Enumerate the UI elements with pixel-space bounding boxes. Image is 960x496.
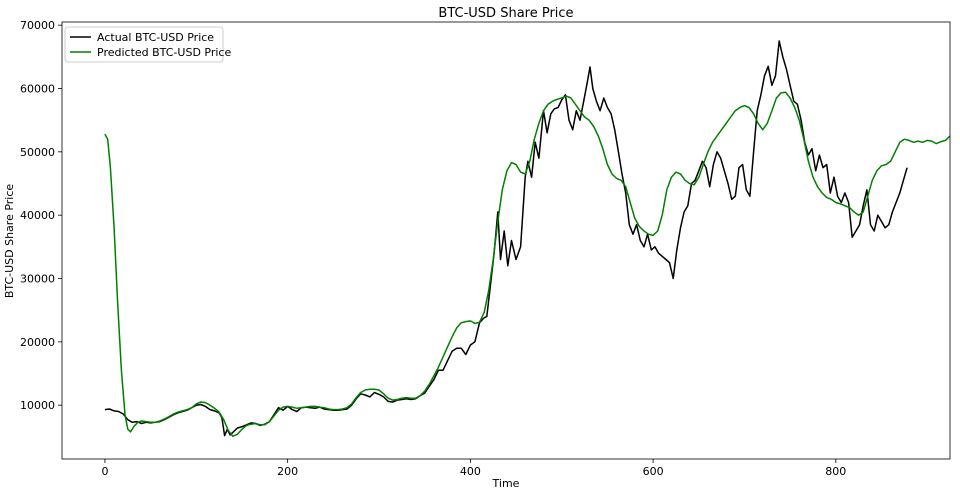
y-tick-label: 10000: [20, 399, 55, 412]
legend-label: Actual BTC-USD Price: [97, 31, 214, 44]
chart-title: BTC-USD Share Price: [438, 6, 573, 21]
x-tick-label: 0: [101, 465, 108, 478]
y-tick-label: 50000: [20, 146, 55, 159]
x-tick-label: 400: [460, 465, 481, 478]
axes: 0 200 400 600 800 10000 20000 30000 40000 50000 60…: [20, 19, 951, 478]
x-tick-label: 800: [825, 465, 846, 478]
legend: Actual BTC-USD Price Predicted BTC-USD Pr…: [64, 26, 231, 63]
x-tick-label: 200: [277, 465, 298, 478]
y-axis-label: BTC-USD Share Price: [3, 184, 16, 299]
legend-label: Predicted BTC-USD Price: [97, 46, 231, 59]
y-tick-label: 20000: [20, 336, 55, 349]
plot-frame: [61, 21, 951, 460]
y-tick-label: 30000: [20, 273, 55, 286]
legend-box: [64, 26, 224, 63]
plot-area: [104, 40, 950, 437]
x-axis-label: Time: [492, 477, 520, 490]
series-line-predicted: [104, 91, 950, 437]
x-tick-label: 600: [643, 465, 664, 478]
y-tick-label: 40000: [20, 209, 55, 222]
y-tick-label: 70000: [20, 19, 55, 32]
y-tick-label: 60000: [20, 83, 55, 96]
series-line-actual: [104, 40, 908, 437]
